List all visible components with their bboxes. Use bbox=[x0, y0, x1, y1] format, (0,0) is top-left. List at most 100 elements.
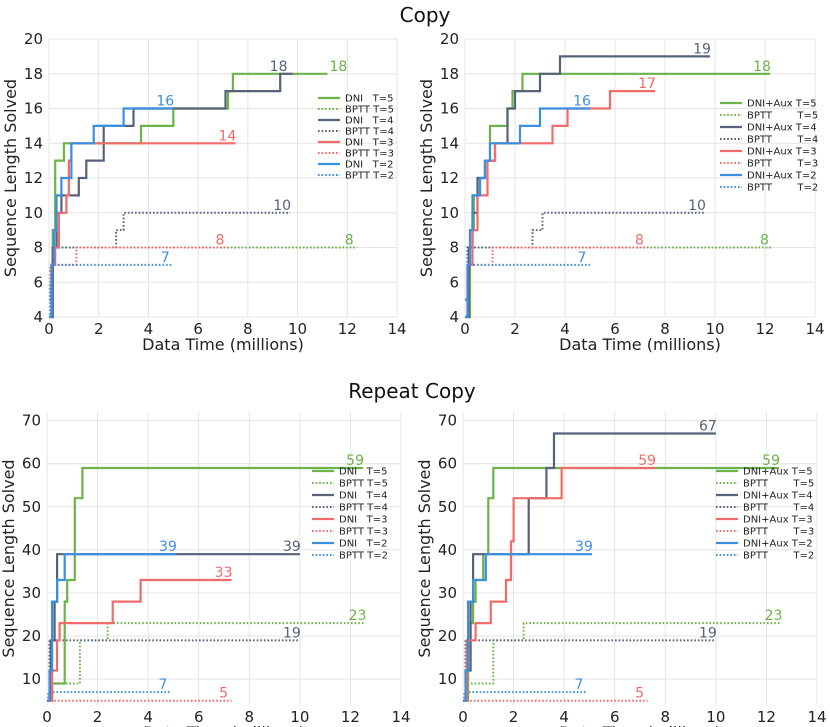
x-tick-label: 8 bbox=[660, 320, 670, 338]
charts-group: 0 2 4 6 8 10 12 14 4 6 8 10 12 14 16 18 20 Data Time (mil… bbox=[0, 30, 827, 727]
x-tick-label: 14 bbox=[387, 320, 406, 338]
series-end-label: 33 bbox=[215, 565, 233, 581]
legend-entry: DNI+Aux T=5 bbox=[743, 467, 813, 478]
y-axis-label: Sequence Length Solved bbox=[1, 79, 20, 277]
series-end-label: 59 bbox=[762, 453, 780, 469]
chart-4: 0 2 4 6 8 10 12 14 10 20 30 40 50 60 70 Data Time (mill… bbox=[415, 412, 827, 727]
x-tick-label: 12 bbox=[755, 320, 774, 338]
y-tick-label: 10 bbox=[438, 670, 457, 688]
x-tick-label: 0 bbox=[458, 708, 468, 726]
legend-entry: DNI T=4 bbox=[339, 491, 388, 502]
y-tick-label: 60 bbox=[22, 455, 41, 473]
x-tick-label: 10 bbox=[705, 320, 724, 338]
series-end-label: 18 bbox=[270, 59, 288, 75]
series-end-label: 10 bbox=[688, 198, 706, 214]
series-end-label: 8 bbox=[345, 233, 354, 249]
legend-entry: BPTT T=3 bbox=[339, 527, 388, 538]
series-line-t4-dotted bbox=[47, 639, 300, 702]
x-tick-label: 2 bbox=[510, 320, 520, 338]
series-line-t2-solid bbox=[47, 553, 176, 702]
legend-entry: BPTT T=2 bbox=[345, 171, 394, 182]
legend-entry: BPTT T=5 bbox=[743, 479, 814, 490]
y-tick-label: 18 bbox=[24, 65, 43, 83]
legend-entry: DNI+Aux T=4 bbox=[747, 123, 817, 134]
series-end-label: 7 bbox=[161, 250, 170, 266]
x-tick-label: 8 bbox=[245, 708, 255, 726]
series-end-label: 23 bbox=[349, 608, 367, 624]
series-end-label: 19 bbox=[699, 625, 717, 641]
series-line-t2-dotted bbox=[49, 263, 174, 318]
y-tick-label: 16 bbox=[440, 100, 459, 118]
x-axis-label: Data Time (millions) bbox=[559, 723, 721, 727]
y-axis-label: Sequence Length Solved bbox=[417, 79, 436, 277]
series-line-t3-solid bbox=[463, 466, 656, 702]
x-tick-label: 10 bbox=[290, 708, 309, 726]
y-tick-label: 30 bbox=[22, 584, 41, 602]
x-tick-label: 12 bbox=[757, 708, 776, 726]
legend-entry: DNI+Aux T=3 bbox=[747, 147, 817, 158]
y-tick-label: 6 bbox=[449, 273, 459, 291]
series-line-t5-solid bbox=[463, 466, 780, 702]
legend-entry: BPTT T=4 bbox=[345, 127, 394, 138]
legend-entry: BPTT T=2 bbox=[747, 183, 818, 194]
y-tick-label: 50 bbox=[438, 498, 457, 516]
series-line-t5-dotted bbox=[47, 622, 366, 702]
x-tick-label: 14 bbox=[807, 708, 826, 726]
series-end-label: 5 bbox=[635, 686, 644, 702]
y-tick-label: 18 bbox=[440, 65, 459, 83]
x-tick-label: 6 bbox=[193, 320, 203, 338]
legend-entry: DNI+Aux T=5 bbox=[747, 99, 817, 110]
series-end-label: 7 bbox=[574, 677, 583, 693]
legend-entry: DNI T=3 bbox=[339, 515, 388, 526]
series-line-t4-solid bbox=[463, 432, 716, 702]
series-line-t2-dotted bbox=[47, 691, 171, 702]
y-tick-label: 40 bbox=[22, 541, 41, 559]
x-tick-label: 10 bbox=[288, 320, 307, 338]
series-line-t2-solid bbox=[49, 107, 174, 319]
y-tick-label: 10 bbox=[22, 670, 41, 688]
x-tick-label: 6 bbox=[610, 320, 620, 338]
legend-entry: DNI T=4 bbox=[345, 116, 394, 127]
legend-entry: BPTT T=3 bbox=[743, 527, 814, 538]
x-axis-label: Data Time (millions) bbox=[143, 723, 305, 727]
chart-2: 0 2 4 6 8 10 12 14 4 6 8 10 12 14 16 18 20 Data Time (mil… bbox=[417, 30, 825, 354]
y-tick-label: 14 bbox=[24, 134, 43, 152]
y-tick-label: 50 bbox=[22, 498, 41, 516]
series-end-label: 16 bbox=[156, 94, 174, 110]
legend-entry: DNI+Aux T=4 bbox=[743, 491, 813, 502]
x-tick-label: 4 bbox=[559, 708, 569, 726]
y-tick-label: 8 bbox=[449, 239, 459, 257]
x-tick-label: 14 bbox=[805, 320, 824, 338]
series-end-label: 16 bbox=[573, 94, 591, 110]
x-tick-label: 4 bbox=[143, 708, 153, 726]
series-end-label: 7 bbox=[158, 677, 167, 693]
y-tick-label: 20 bbox=[438, 627, 457, 645]
y-tick-label: 16 bbox=[24, 100, 43, 118]
series-line-t5-dotted bbox=[465, 246, 773, 301]
series-end-label: 59 bbox=[346, 453, 364, 469]
x-axis-label: Data Time (millions) bbox=[142, 335, 304, 354]
legend-entry: DNI T=3 bbox=[345, 138, 394, 149]
legend-entry: DNI+Aux T=3 bbox=[743, 515, 813, 526]
y-tick-label: 20 bbox=[24, 30, 43, 48]
y-tick-label: 12 bbox=[440, 169, 459, 187]
x-tick-label: 0 bbox=[42, 708, 52, 726]
series-end-label: 8 bbox=[216, 233, 225, 249]
x-tick-label: 14 bbox=[391, 708, 410, 726]
series-line-t5-solid bbox=[49, 72, 328, 319]
y-tick-label: 12 bbox=[24, 169, 43, 187]
series-end-label: 67 bbox=[699, 419, 717, 435]
x-tick-label: 10 bbox=[706, 708, 725, 726]
series-end-label: 23 bbox=[765, 608, 783, 624]
legend-entry: DNI T=2 bbox=[339, 539, 388, 550]
x-tick-label: 12 bbox=[341, 708, 360, 726]
x-tick-label: 12 bbox=[338, 320, 357, 338]
series-line-t5-solid bbox=[47, 466, 364, 702]
section-title-copy: Copy bbox=[400, 3, 451, 27]
x-tick-label: 8 bbox=[661, 708, 671, 726]
y-tick-label: 4 bbox=[33, 308, 43, 326]
series-line-t2-solid bbox=[465, 107, 590, 319]
series-end-label: 59 bbox=[638, 453, 656, 469]
series-line-t3-dotted bbox=[465, 246, 648, 301]
chart-3: 0 2 4 6 8 10 12 14 10 20 30 40 50 60 70 Data Time (mill… bbox=[0, 412, 411, 727]
